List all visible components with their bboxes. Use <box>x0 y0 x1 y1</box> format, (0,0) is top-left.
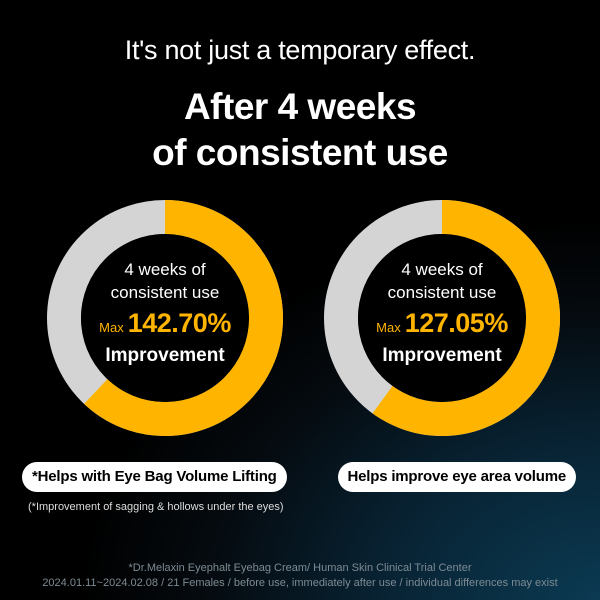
subtitle: It's not just a temporary effect. <box>124 35 476 65</box>
caption-line1: 4 weeks of <box>124 260 206 279</box>
value-text: 142.70% <box>127 308 232 338</box>
donut-chart-2: 4 weeks of consistent use Max 127.05% Impr… <box>324 200 560 436</box>
headline-line1: After 4 weeks <box>183 86 417 127</box>
donut-fill-arc <box>47 200 283 436</box>
value-text: 127.05% <box>404 308 509 338</box>
donut-label: Improvement <box>105 345 225 366</box>
disclaimer-line1: *Dr.Melaxin Eyephalt Eyebag Cream/ Human… <box>128 562 472 574</box>
donut-svg <box>47 200 283 436</box>
disclaimer-line2: 2024.01.11~2024.02.08 / 21 Females / bef… <box>42 577 558 589</box>
caption-line2: consistent use <box>387 283 497 302</box>
donut-inner: 4 weeks of consistent use Max 142.70% Impr… <box>47 200 283 436</box>
benefit-pill-2: Helps improve eye area volume <box>337 462 576 492</box>
footnote: (*Improvement of sagging & hollows under… <box>28 501 284 513</box>
donut-caption: 4 weeks of consistent use <box>324 258 560 304</box>
headline: After 4 weeks of consistent use <box>0 84 600 176</box>
caption-line1: 4 weeks of <box>401 260 483 279</box>
donut-svg <box>324 200 560 436</box>
disclaimer: *Dr.Melaxin Eyephalt Eyebag Cream/ Human… <box>0 561 600 591</box>
benefit-pill-1: *Helps with Eye Bag Volume Lifting <box>22 462 287 492</box>
donut-label: Improvement <box>382 345 502 366</box>
donut-value: Max 142.70% <box>47 306 283 345</box>
donut-center <box>81 234 249 402</box>
donut-fill-arc <box>324 200 560 436</box>
headline-line2: of consistent use <box>152 132 448 173</box>
donut-value: Max 127.05% <box>324 306 560 345</box>
value-prefix: Max <box>376 320 401 335</box>
donut-caption: 4 weeks of consistent use <box>47 258 283 304</box>
donut-chart-1: 4 weeks of consistent use Max 142.70% Impr… <box>47 200 283 436</box>
donut-center <box>358 234 526 402</box>
value-prefix: Max <box>99 320 124 335</box>
caption-line2: consistent use <box>110 283 220 302</box>
donut-inner: 4 weeks of consistent use Max 127.05% Impr… <box>324 200 560 436</box>
